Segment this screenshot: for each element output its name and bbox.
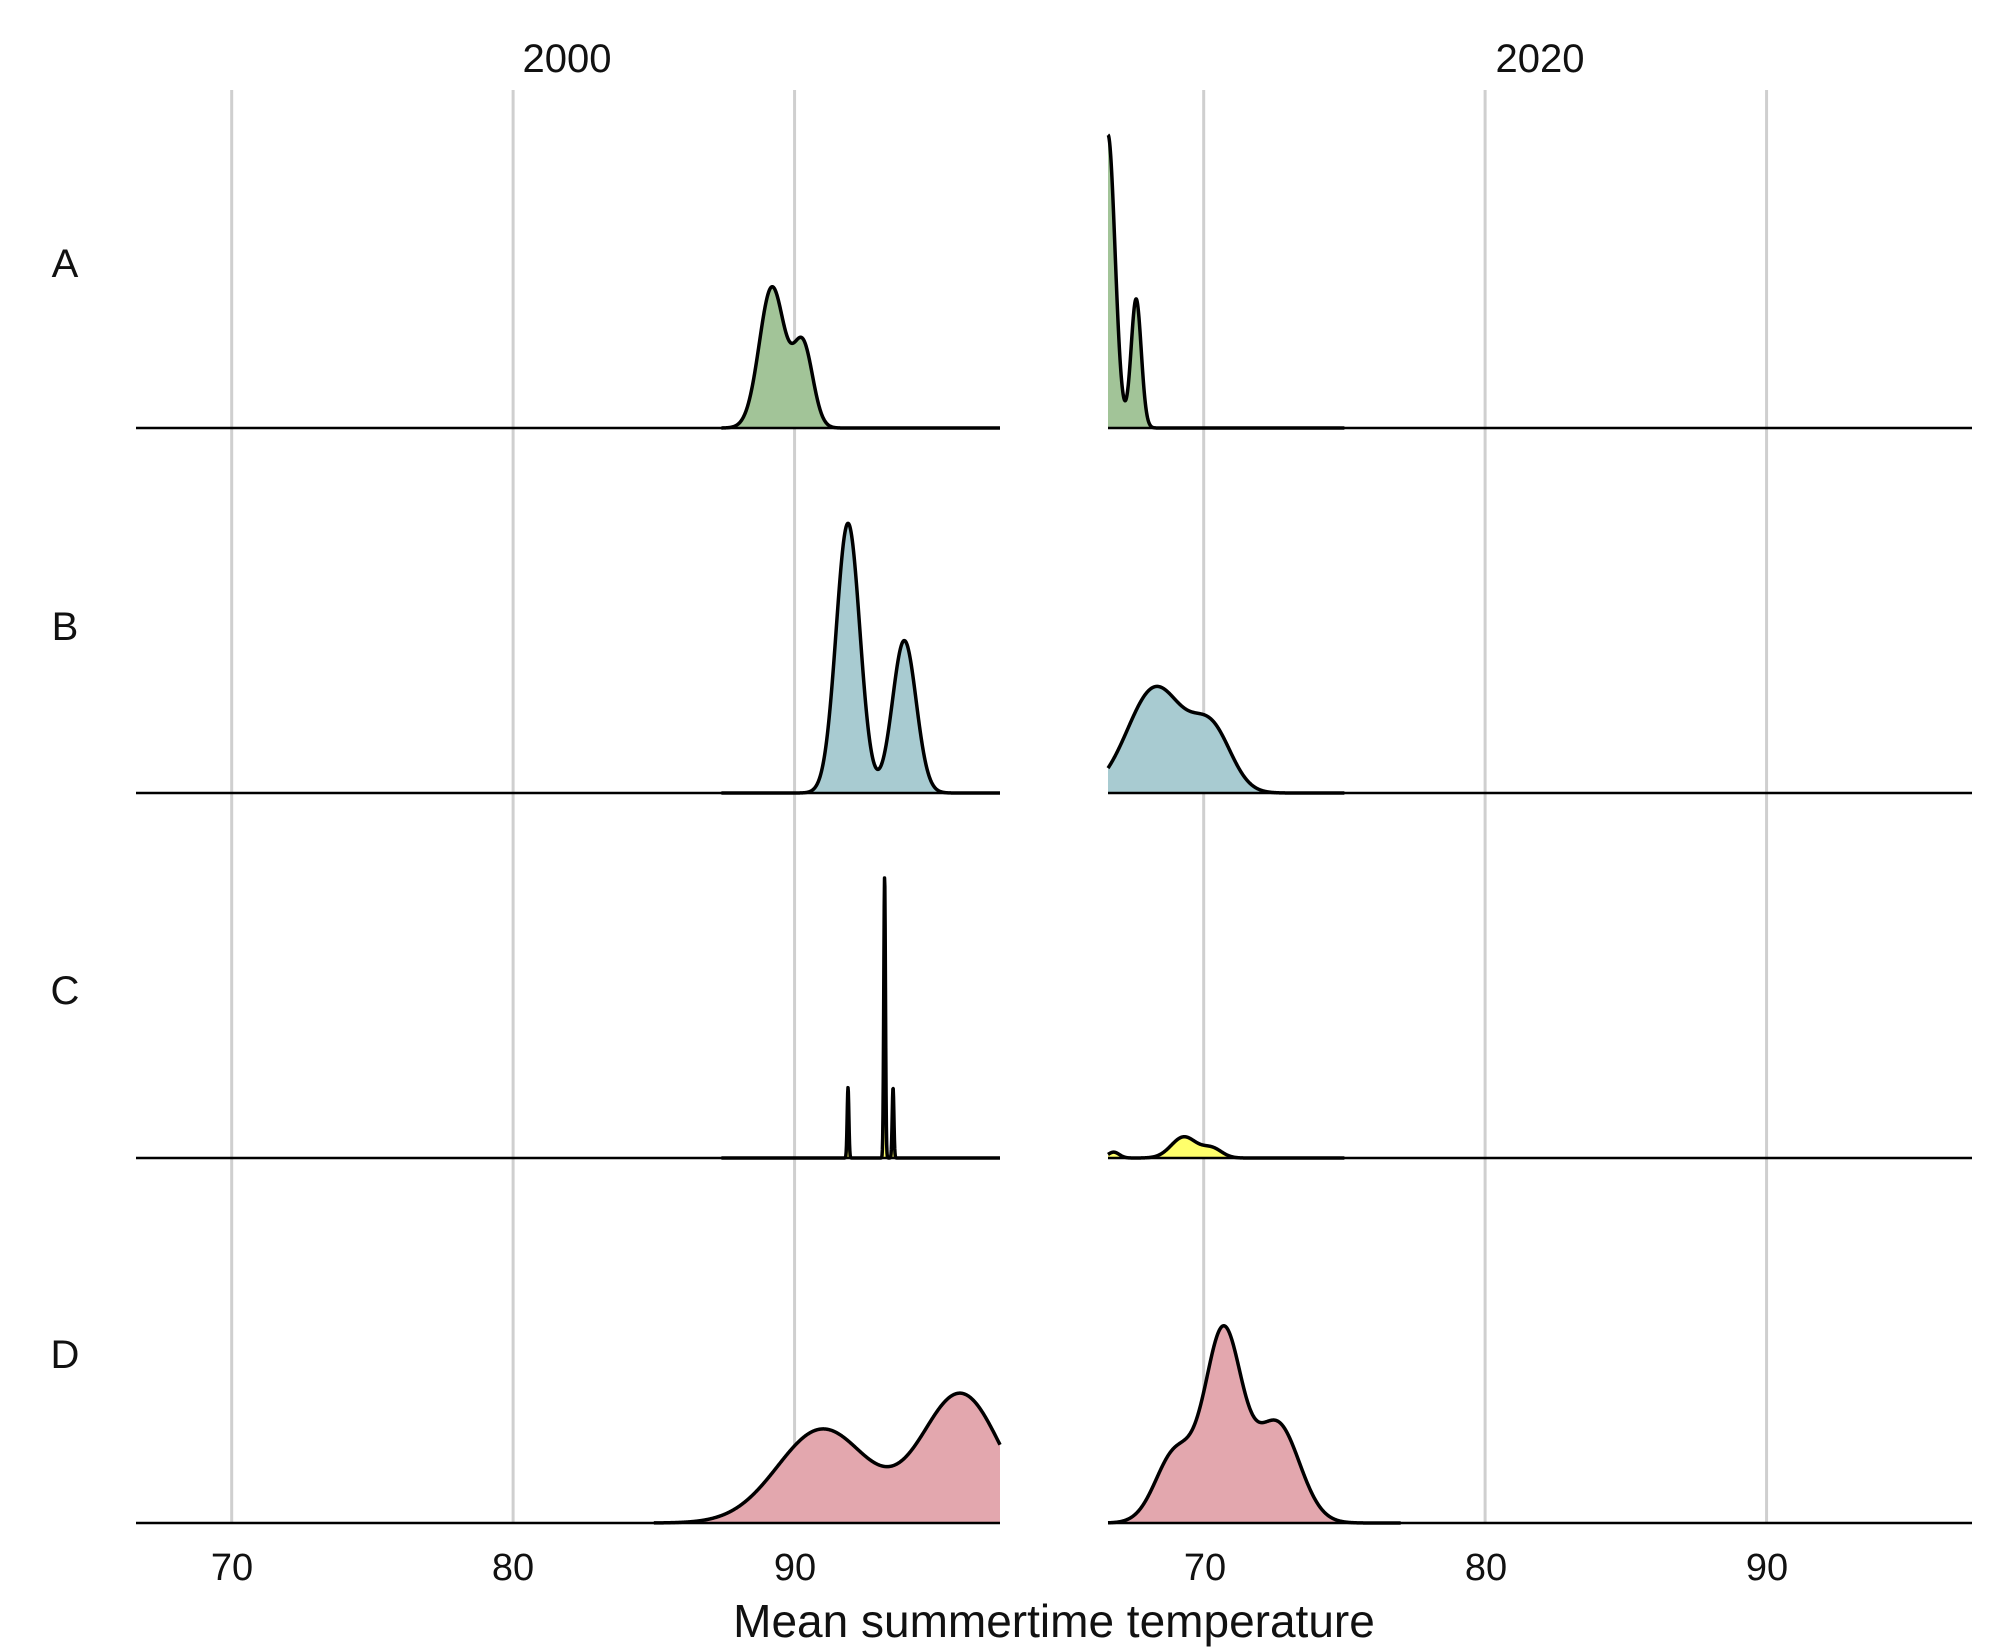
density-fill-2000-c [721, 878, 1000, 1158]
density-ridges [652, 133, 1403, 1525]
x-tick-label-left-80: 80 [492, 1547, 534, 1589]
x-axis-title: Mean summertime temperature [733, 1595, 1375, 1647]
row-label-b: B [52, 605, 79, 649]
x-tick-label-right-70: 70 [1184, 1547, 1226, 1589]
x-tick-label-right-90: 90 [1746, 1547, 1788, 1589]
grid-lines [230, 90, 1769, 1523]
density-fill-2000-d [653, 1393, 1000, 1523]
row-label-c: C [51, 969, 80, 1013]
density-line-2000-c [719, 876, 1002, 1160]
facet-title-2020: 2020 [1496, 37, 1585, 81]
density-line-2000-d [652, 1391, 1002, 1525]
density-fill-2020-c [1108, 1136, 1345, 1158]
row-label-d: D [51, 1333, 80, 1377]
density-fill-2020-d [1108, 1325, 1401, 1523]
baselines [136, 426, 1972, 1525]
density-fill-2020-b [1108, 686, 1345, 793]
row-label-a: A [52, 242, 79, 286]
density-fill-2020-a [1108, 134, 1345, 428]
labels: 2000 2020 A B C D 70 80 90 70 80 90 Mean… [51, 37, 1789, 1647]
x-tick-label-right-80: 80 [1465, 1547, 1507, 1589]
density-line-2020-a [1106, 133, 1346, 430]
facet-title-2000: 2000 [523, 37, 612, 81]
x-tick-label-left-90: 90 [774, 1547, 816, 1589]
density-line-2020-c [1106, 1134, 1346, 1160]
x-tick-label-left-70: 70 [211, 1547, 253, 1589]
density-fill-2000-a [721, 286, 1000, 428]
